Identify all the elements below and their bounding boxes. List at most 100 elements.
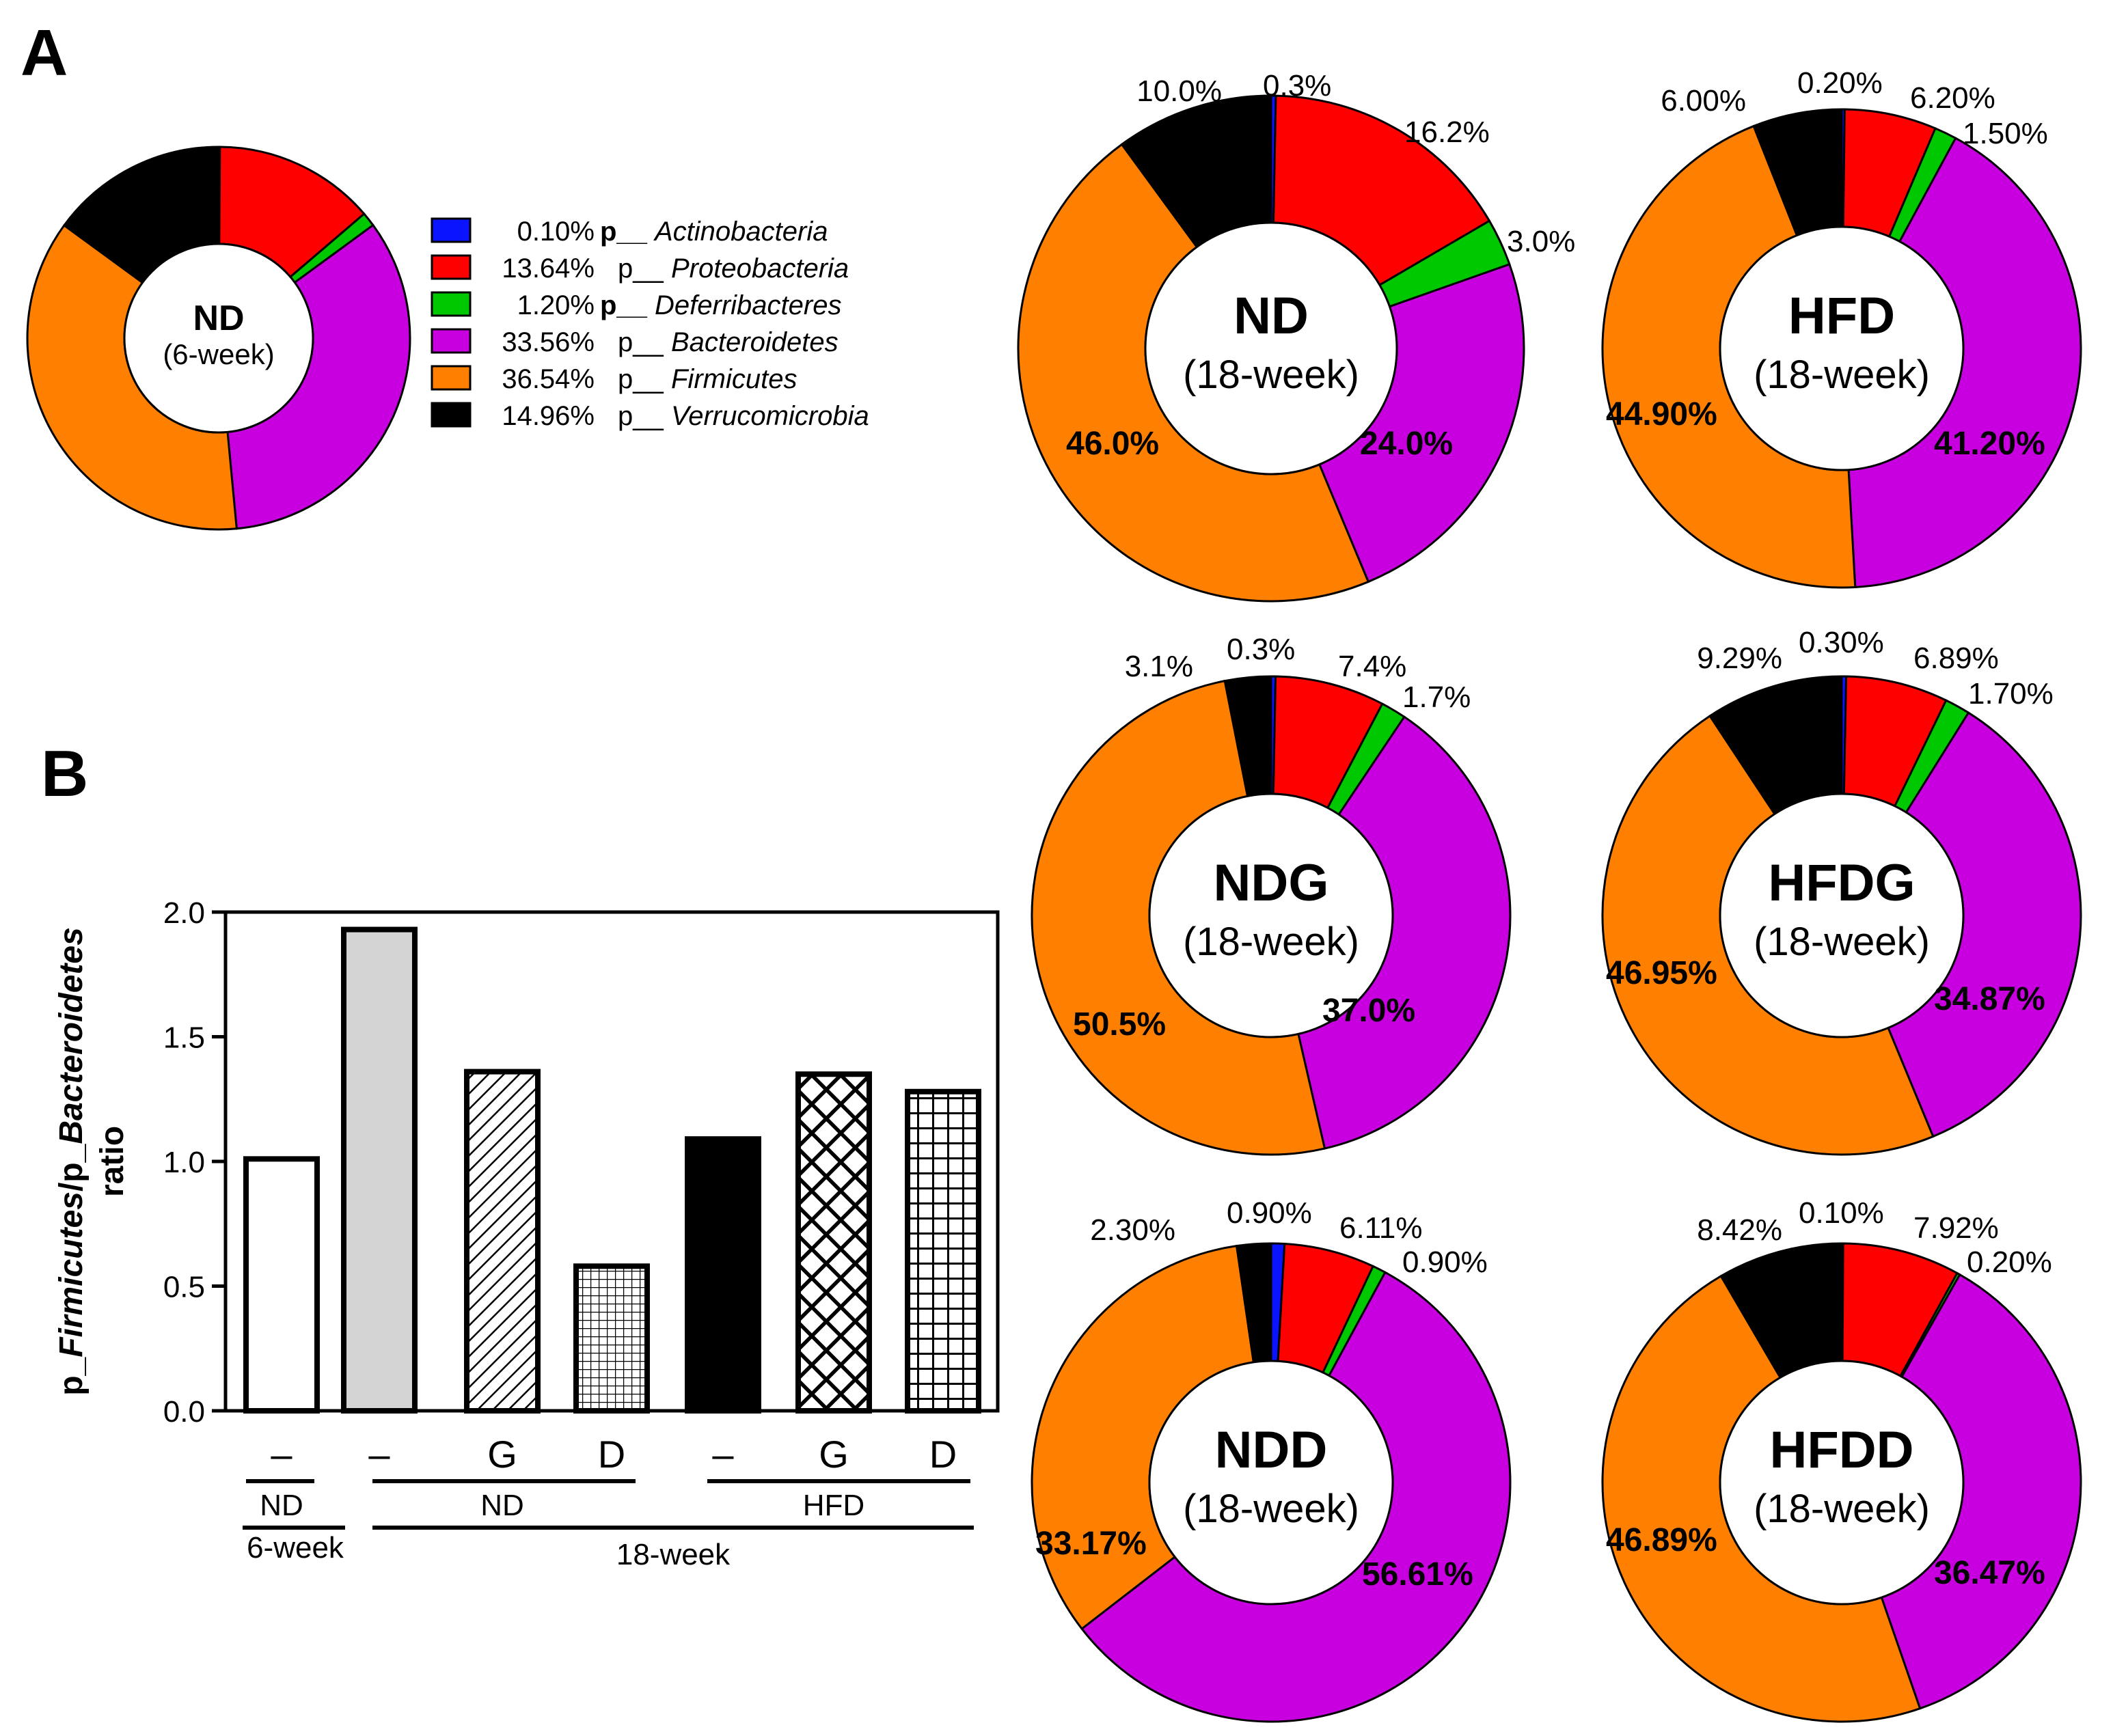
y-axis-label-ratio: ratio: [94, 1126, 131, 1197]
legend: 0.10% p__ Actinobacteria 13.64% p__ Prot…: [431, 217, 869, 431]
legend-value: 1.20%: [517, 290, 595, 320]
slice-label-proteobacteria: 6.89%: [1913, 642, 1999, 675]
y-tick-label: 2.0: [163, 896, 205, 930]
donut-chart-ndg-18week: NDG (18-week) 0.3% 7.4%1.7% 37.0% 50.5% 3.1%: [1031, 633, 1512, 1156]
legend-swatch: [431, 328, 472, 354]
slice-label-bacteroidetes: 37.0%: [1322, 993, 1415, 1029]
legend-item: 0.10% p__ Actinobacteria: [431, 217, 828, 247]
slice-label-verrucomicrobia: 2.30%: [1090, 1213, 1175, 1247]
slice-label-bacteroidetes: 56.61%: [1362, 1556, 1473, 1593]
slice-label-actinobacteria: 0.3%: [1227, 633, 1295, 666]
legend-item: 36.54% p__ Firmicutes: [431, 364, 797, 394]
donut-hole: [1719, 1360, 1965, 1606]
x-tick-label: D: [929, 1433, 957, 1476]
bars: [243, 926, 981, 1414]
donut-hole: [1148, 793, 1394, 1038]
legend-swatch: [431, 365, 472, 391]
donut-hole: [1148, 1360, 1394, 1606]
donut-chart-ndd-18week: NDD(18-week)0.90% 6.11%0.90%56.61%33.17%2…: [1031, 1196, 1512, 1723]
y-tick-label: 1.5: [163, 1021, 205, 1055]
legend-item: 33.56% p__ Bacteroidetes: [431, 327, 839, 357]
slice-label-firmicutes: 44.90%: [1606, 396, 1717, 432]
slice-label-firmicutes: 46.95%: [1606, 955, 1717, 991]
legend-prefix: p__: [600, 290, 648, 320]
slice-label-proteobacteria: 16.2%: [1404, 115, 1490, 149]
x-tick-label: –: [368, 1433, 390, 1476]
y-tick-label: 0.0: [163, 1395, 205, 1429]
donut-center-title: HFDD: [1769, 1421, 1913, 1479]
donut-chart-hfdg-18week: HFDG (18-week) 0.30% 6.89%1.70% 34.87% 46.95%…: [1601, 626, 2082, 1156]
bar: [341, 926, 418, 1414]
slice-label-proteobacteria: 6.11%: [1339, 1211, 1423, 1245]
legend-value: 0.10%: [517, 217, 595, 247]
donut-center-subtitle: (6-week): [163, 338, 274, 370]
bar: [905, 1088, 981, 1414]
x-tick-label: G: [487, 1433, 517, 1476]
donut-hole: [1144, 221, 1398, 476]
y-axis-label-part: /p_: [53, 1143, 90, 1191]
donut-center-title: NDD: [1215, 1421, 1328, 1479]
x-tick-labels: – – G D – G D: [271, 1433, 957, 1476]
group-label-6week: 6-week: [247, 1531, 344, 1565]
y-axis-label-part: Firmicutes: [53, 1191, 90, 1358]
legend-name: Proteobacteria: [671, 253, 849, 284]
donut-center-title: ND: [1233, 287, 1309, 345]
bar: [464, 1069, 541, 1414]
legend-name: Verrucomicrobia: [671, 401, 869, 431]
donut-chart-nd-18week: ND (18-week) 0.3% 16.2% 3.0% 24.0% 46.0% 10.0%: [1017, 69, 1575, 603]
donut-center-subtitle: (18-week): [1754, 920, 1930, 964]
legend-swatch: [431, 402, 472, 428]
bar-chart: 0.0 0.5 1.0 1.5 2.0 – – G D – G D p_Firmicutes/p_B…: [53, 896, 1000, 1571]
donut-center-subtitle: (18-week): [1754, 353, 1930, 397]
donut-center-title: NDG: [1214, 854, 1329, 912]
legend-value: 13.64%: [502, 253, 595, 284]
legend-item: 14.96% p__ Verrucomicrobia: [431, 401, 869, 431]
legend-swatch: [431, 291, 472, 317]
slice-label-actinobacteria: 0.30%: [1799, 626, 1884, 659]
donut-hole: [1719, 793, 1965, 1038]
group-label-nd: ND: [480, 1489, 524, 1522]
donut-chart-hfdd-18week: HFDD (18-week) 0.10% 7.92%0.20% 36.47% 46.89%…: [1601, 1196, 2082, 1723]
slice-label-proteobacteria: 6.20%: [1910, 81, 1995, 115]
slice-label-actinobacteria: 0.10%: [1799, 1196, 1884, 1230]
donut-center-title: ND: [193, 299, 244, 338]
slice-label-verrucomicrobia: 10.0%: [1136, 74, 1222, 108]
legend-item: 13.64% p__ Proteobacteria: [431, 253, 849, 284]
slice-label-firmicutes: 46.89%: [1606, 1522, 1717, 1558]
legend-prefix: p__: [618, 364, 664, 394]
panel-label-a: A: [21, 16, 68, 89]
donut-center-subtitle: (18-week): [1183, 920, 1359, 964]
slice-label-deferribacteres: 0.20%: [1967, 1245, 2052, 1279]
slice-label-bacteroidetes: 24.0%: [1360, 426, 1453, 462]
x-tick-label: –: [271, 1433, 292, 1476]
y-tick-label: 1.0: [163, 1146, 205, 1179]
slice-label-verrucomicrobia: 8.42%: [1697, 1213, 1782, 1247]
slice-label-actinobacteria: 0.20%: [1797, 66, 1883, 100]
legend-prefix: p__: [600, 217, 648, 247]
slice-label-deferribacteres: 1.70%: [1968, 677, 2054, 711]
legend-name: Firmicutes: [671, 364, 797, 394]
y-tick-label: 0.5: [163, 1271, 205, 1304]
slice-label-verrucomicrobia: 6.00%: [1661, 84, 1746, 118]
y-axis: 0.0 0.5 1.0 1.5 2.0: [163, 896, 226, 1429]
slice-label-deferribacteres: 3.0%: [1507, 225, 1575, 258]
group-label-18week: 18-week: [616, 1538, 731, 1571]
legend-value: 14.96%: [502, 401, 595, 431]
slice-label-proteobacteria: 7.92%: [1913, 1211, 1999, 1245]
slice-label-proteobacteria: 7.4%: [1338, 650, 1406, 683]
slice-label-bacteroidetes: 41.20%: [1934, 426, 2045, 462]
legend-name: Actinobacteria: [653, 217, 828, 247]
x-tick-label: –: [712, 1433, 734, 1476]
group-label-hfd: HFD: [803, 1489, 864, 1522]
donut-center-subtitle: (18-week): [1183, 353, 1359, 397]
legend-name: Bacteroidetes: [671, 327, 839, 357]
legend-name: Deferribacteres: [655, 290, 841, 320]
legend-value: 36.54%: [502, 364, 595, 394]
slice-label-deferribacteres: 1.50%: [1963, 117, 2048, 150]
slice-label-firmicutes: 50.5%: [1073, 1006, 1166, 1043]
donut-chart-nd-6week: ND(6-week): [26, 146, 411, 531]
donut-hole: [123, 243, 314, 434]
donut-chart-hfd-18week: HFD (18-week) 0.20% 6.20%1.50% 41.20% 44.90% 6…: [1601, 66, 2082, 589]
x-tick-label: D: [598, 1433, 625, 1476]
